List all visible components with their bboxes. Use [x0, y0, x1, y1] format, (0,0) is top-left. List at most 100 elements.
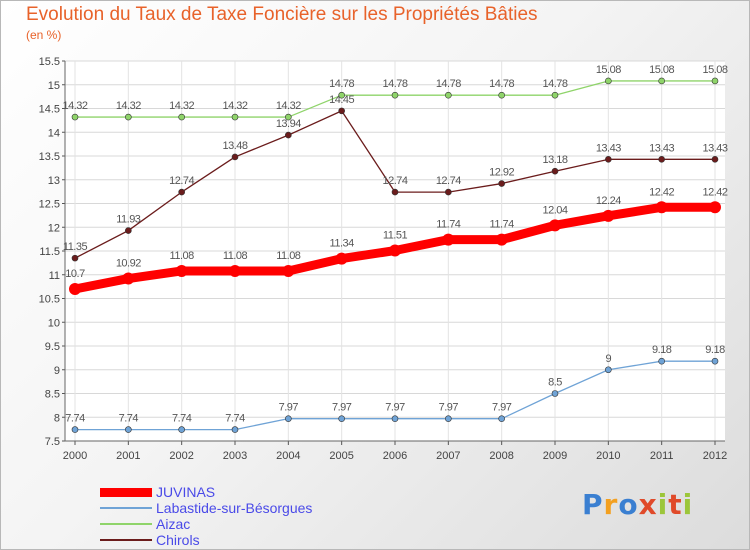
data-label: 14.78 [436, 78, 461, 90]
legend-label: JUVINAS [156, 484, 216, 500]
data-point [229, 264, 241, 277]
data-label: 11.35 [63, 241, 88, 253]
y-tick-label: 10.5 [39, 294, 60, 306]
data-label: 14.32 [116, 100, 141, 112]
x-tick-label: 2012 [703, 450, 727, 462]
data-label: 12.42 [702, 186, 727, 198]
y-tick-label: 12.5 [39, 199, 60, 211]
data-label: 13.48 [222, 140, 247, 152]
data-label: 11.93 [116, 214, 141, 226]
legend-swatch-juvinas [100, 488, 152, 497]
legend-label: Chirols [156, 532, 200, 548]
data-point [178, 188, 185, 196]
y-tick-label: 15 [48, 80, 60, 92]
x-tick-label: 2009 [543, 450, 567, 462]
data-point [711, 77, 719, 85]
data-point [125, 113, 132, 121]
data-label: 9.18 [705, 344, 725, 356]
data-point [285, 415, 292, 422]
data-point [125, 426, 132, 433]
y-tick-label: 15.5 [39, 56, 60, 68]
y-tick-label: 14 [48, 127, 60, 139]
data-point [391, 415, 399, 422]
data-label: 12.74 [382, 175, 407, 187]
data-point [445, 188, 452, 196]
x-tick-label: 2010 [596, 450, 620, 462]
data-label: 12.42 [649, 186, 674, 198]
x-tick-label: 2004 [276, 450, 300, 462]
data-point [602, 209, 615, 222]
data-point [389, 244, 401, 257]
data-label: 8.5 [548, 377, 562, 389]
data-label: 11.08 [276, 250, 301, 262]
data-label: 13.18 [542, 154, 567, 166]
data-point [71, 254, 79, 262]
data-point [658, 156, 665, 163]
data-label: 13.43 [649, 142, 674, 154]
data-point [125, 227, 132, 234]
data-point [709, 201, 721, 214]
y-tick-label: 8.5 [45, 389, 60, 401]
data-point [551, 390, 559, 397]
data-point [442, 233, 455, 246]
data-point [391, 91, 399, 99]
logo-letter: r [603, 488, 619, 521]
data-label: 11.74 [490, 219, 515, 231]
x-tick-label: 2002 [169, 450, 193, 462]
data-label: 11.34 [330, 238, 355, 250]
data-point [605, 366, 612, 374]
legend-swatch-aizac [100, 523, 152, 525]
y-tick-label: 12 [48, 222, 60, 234]
y-tick-label: 7.5 [45, 436, 60, 448]
data-label: 13.43 [702, 142, 727, 154]
legend-swatch-chirols [100, 539, 152, 541]
logo-letter: x [638, 488, 658, 521]
x-tick-label: 2007 [436, 450, 460, 462]
data-label: 7.97 [492, 402, 512, 414]
logo-letter: o [618, 488, 639, 521]
y-tick-label: 9.5 [45, 341, 60, 353]
data-label: 14.32 [222, 100, 247, 112]
data-label: 9 [606, 353, 612, 365]
x-tick-label: 2001 [116, 450, 140, 462]
x-tick-label: 2003 [223, 450, 247, 462]
data-point [231, 113, 239, 121]
y-tick-label: 11.5 [39, 246, 60, 258]
data-label: 9.18 [652, 344, 672, 356]
data-point [445, 91, 452, 99]
proxiti-logo: Proxiti [582, 488, 693, 521]
data-label: 15.08 [596, 64, 621, 76]
data-label: 14.78 [382, 78, 407, 90]
logo-letter: t [668, 488, 683, 521]
data-point [498, 91, 505, 99]
data-point [178, 426, 185, 433]
data-label: 14.78 [329, 78, 354, 90]
data-point [178, 113, 185, 121]
data-point [711, 156, 719, 163]
data-label: 13.94 [276, 118, 301, 130]
chart-title: Evolution du Taux de Taxe Foncière sur l… [26, 4, 538, 25]
data-point [71, 426, 79, 433]
data-point [71, 113, 79, 121]
data-label: 7.97 [279, 402, 299, 414]
data-point [338, 107, 345, 115]
y-tick-label: 11 [49, 270, 60, 282]
data-point [549, 219, 561, 232]
data-point [231, 426, 239, 433]
legend-swatch-labastide [100, 507, 152, 509]
legend-label: Labastide-sur-Bésorgues [156, 500, 313, 516]
data-point [658, 357, 665, 365]
data-label: 12.74 [436, 175, 461, 187]
x-tick-label: 2011 [650, 450, 674, 462]
data-label: 12.74 [169, 175, 194, 187]
data-label: 11.74 [436, 219, 461, 231]
x-tick-label: 2006 [383, 450, 407, 462]
data-point [335, 252, 348, 265]
data-label: 7.97 [332, 402, 352, 414]
data-label: 7.97 [385, 402, 405, 414]
data-label: 14.32 [62, 100, 87, 112]
data-label: 11.08 [223, 250, 248, 262]
x-tick-label: 2008 [489, 450, 513, 462]
data-label: 11.08 [170, 250, 195, 262]
data-label: 7.74 [172, 413, 192, 425]
